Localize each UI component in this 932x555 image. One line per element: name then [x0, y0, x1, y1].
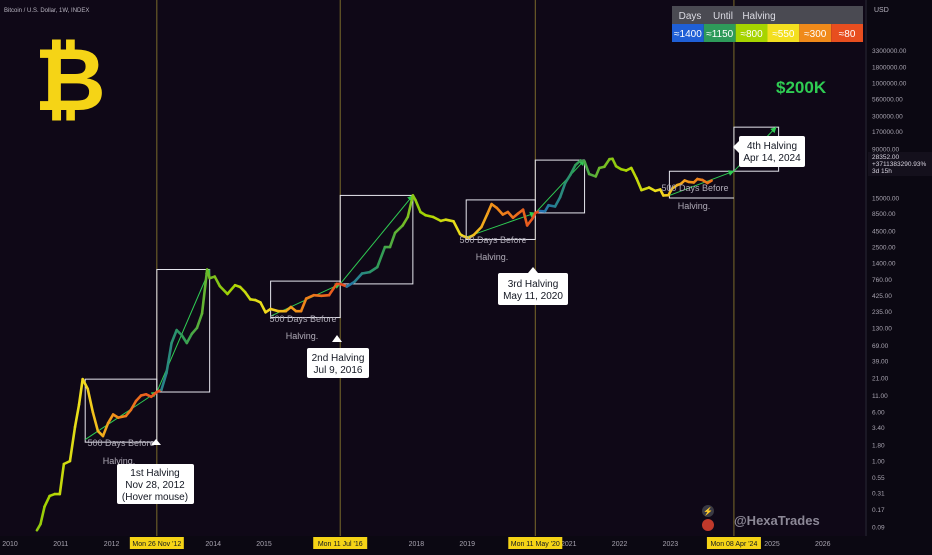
- time-axis[interactable]: 2010 2011 2012 2014 2015 2018 2019 2021 2022 2023…: [0, 536, 866, 550]
- current-price: 28352.00: [872, 154, 899, 161]
- y-tick-label: 0.31: [872, 491, 885, 498]
- callout-date: Nov 28, 2012: [125, 480, 185, 491]
- y-tick-label: 760.00: [872, 277, 892, 284]
- x-tick-label: 2022: [612, 541, 628, 548]
- watermark: @HexaTrades: [734, 513, 820, 528]
- x-tick-label: 2015: [256, 541, 272, 548]
- x-tick-label: 2025: [764, 541, 780, 548]
- svg-text:⚡: ⚡: [703, 506, 713, 516]
- y-tick-label: 1.80: [872, 443, 885, 450]
- current-price-badge: 28352.00 +3711383290.93% 3d 15h: [868, 152, 932, 176]
- x-tick-label: 2012: [104, 541, 120, 548]
- y-tick-label: 69.00: [872, 343, 889, 350]
- callout-note: (Hover mouse): [122, 492, 188, 503]
- x-tick-label: 2026: [815, 541, 831, 548]
- y-tick-label: 425.00: [872, 293, 892, 300]
- legend-label: ≈1150: [706, 29, 733, 40]
- y-tick-label: 3300000.00: [872, 48, 907, 55]
- legend-label: ≈550: [772, 29, 795, 40]
- countdown: 3d 15h: [872, 168, 892, 175]
- x-tick-label: 2014: [205, 541, 221, 548]
- y-tick-label: 3.40: [872, 425, 885, 432]
- legend-label: ≈300: [804, 29, 827, 40]
- days-until-halving-legend: Days Until Halving ≈1400 ≈1150 ≈800 ≈550 ≈30…: [672, 6, 863, 42]
- box-caption-line: Halving.: [476, 252, 509, 262]
- y-tick-label: 235.00: [872, 309, 892, 316]
- callout-title: 1st Halving: [130, 468, 179, 479]
- y-tick-label: 21.00: [872, 375, 889, 382]
- current-change: +3711383290.93%: [872, 161, 926, 168]
- x-tick-label: 2019: [459, 541, 475, 548]
- box-caption-line: Halving.: [678, 201, 711, 211]
- y-tick-label: 4500.00: [872, 228, 896, 235]
- halving-callout-4[interactable]: 4th Halving Apr 14, 2024: [733, 136, 805, 167]
- bitcoin-logo: ₿: [34, 30, 106, 129]
- target-price-label: $200K: [776, 78, 827, 97]
- y-tick-label: 2500.00: [872, 245, 896, 252]
- box-caption-line: 500 Days Before: [87, 438, 154, 448]
- price-axis[interactable]: USD 3300000.00 1800000.00 1000000.00 560000…: [866, 0, 932, 550]
- y-tick-label: 0.09: [872, 525, 885, 532]
- y-tick-label: 1000000.00: [872, 81, 907, 88]
- halving-date-label: Mon 08 Apr '24: [710, 541, 757, 548]
- legend-title-days: Days: [679, 11, 702, 22]
- x-tick-label: 2010: [2, 541, 18, 548]
- y-tick-label: 130.00: [872, 325, 892, 332]
- x-tick-label: 2023: [663, 541, 679, 548]
- legend-label: ≈800: [740, 29, 763, 40]
- box-caption-line: 500 Days Before: [661, 183, 728, 193]
- y-tick-label: 0.17: [872, 507, 885, 514]
- callout-date: May 11, 2020: [503, 291, 563, 302]
- currency-label: USD: [874, 7, 889, 14]
- y-tick-label: 1800000.00: [872, 65, 907, 72]
- legend-label: ≈80: [839, 29, 856, 40]
- y-tick-label: 6.00: [872, 410, 885, 417]
- callout-date: Apr 14, 2024: [743, 153, 801, 164]
- box-caption-line: 500 Days Before: [459, 235, 526, 245]
- symbol-title: Bitcoin / U.S. Dollar, 1W, INDEX: [4, 8, 89, 14]
- y-tick-label: 170000.00: [872, 129, 903, 136]
- y-tick-label: 1400.00: [872, 260, 896, 267]
- legend-items: ≈1400 ≈1150 ≈800 ≈550 ≈300 ≈80: [672, 24, 863, 42]
- x-tick-label: 2021: [561, 541, 577, 548]
- halving-date-label: Mon 11 May '20: [511, 541, 560, 548]
- callout-title: 2nd Halving: [312, 353, 365, 364]
- halving-date-label: Mon 11 Jul '16: [318, 541, 363, 548]
- y-tick-label: 560000.00: [872, 96, 903, 103]
- callout-title: 3rd Halving: [508, 279, 559, 290]
- publisher-avatar-icon: [702, 519, 714, 531]
- y-tick-label: 300000.00: [872, 114, 903, 121]
- callout-date: Jul 9, 2016: [314, 365, 363, 376]
- box-caption-line: 500 Days Before: [269, 314, 336, 324]
- y-tick-label: 1.00: [872, 459, 885, 466]
- x-tick-label: 2018: [409, 541, 425, 548]
- callout-title: 4th Halving: [747, 141, 797, 152]
- y-tick-label: 15000.00: [872, 196, 899, 203]
- legend-title-until: Until: [713, 11, 733, 22]
- legend-label: ≈1400: [674, 29, 702, 40]
- box-caption-line: Halving.: [286, 331, 319, 341]
- legend-title-halving: Halving: [742, 11, 775, 22]
- y-tick-label: 8500.00: [872, 211, 896, 218]
- y-tick-label: 39.00: [872, 358, 889, 365]
- x-tick-label: 2011: [53, 541, 68, 548]
- halving-date-label: Mon 26 Nov '12: [132, 541, 181, 548]
- y-tick-label: 0.55: [872, 475, 885, 482]
- y-tick-label: 11.00: [872, 393, 888, 400]
